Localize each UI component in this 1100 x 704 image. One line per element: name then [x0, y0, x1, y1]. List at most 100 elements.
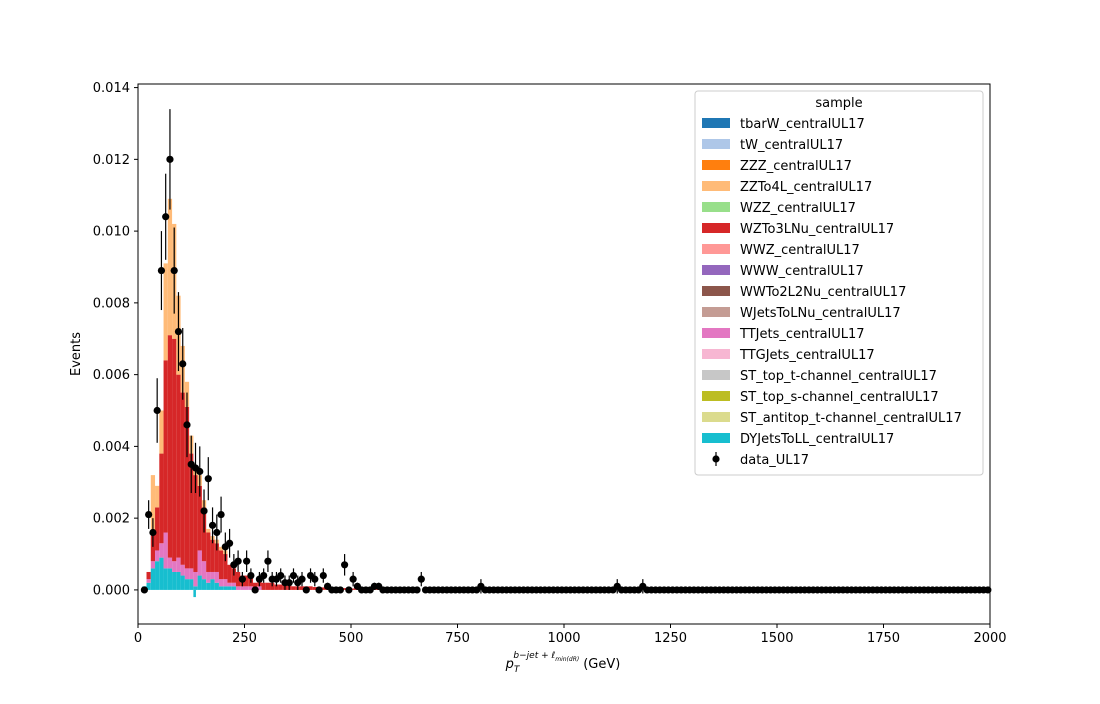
data-point [290, 572, 297, 579]
histogram-bar-tt [198, 550, 202, 575]
legend-swatch [702, 160, 730, 170]
histogram-bar-tt [240, 586, 244, 590]
histogram-bar-dy [198, 576, 202, 590]
data-point [205, 475, 212, 482]
data-point [145, 511, 152, 518]
histogram-bar-zz [159, 411, 163, 454]
histogram-bar-wz [164, 360, 168, 532]
y-axis-label: Events [69, 332, 84, 376]
x-tick-label: 0 [134, 631, 142, 646]
histogram-bar-dy-negative [193, 590, 196, 597]
x-axis-label: pTb−jet + ℓmin(dR)(GeV) [505, 651, 621, 675]
data-point [341, 561, 348, 568]
data-point [345, 586, 352, 593]
legend-swatch [702, 328, 730, 338]
histogram-bar-zz [164, 263, 168, 360]
y-tick-label: 0.012 [93, 153, 130, 168]
x-tick-label: 1500 [760, 631, 793, 646]
data-point [209, 522, 216, 529]
legend-entry-label: TTJets_centralUL17 [739, 327, 865, 342]
histogram-bar-dy [223, 586, 227, 590]
data-point [315, 586, 322, 593]
data-point [247, 572, 254, 579]
data-point [200, 507, 207, 514]
data-point [154, 407, 161, 414]
histogram-bar-tt [151, 561, 155, 568]
x-tick-label: 1000 [547, 631, 580, 646]
x-tick-label: 250 [232, 631, 257, 646]
histogram-bar-tt [219, 579, 223, 586]
histogram-bar-tt [236, 586, 240, 590]
data-point [473, 586, 480, 593]
legend-swatch [702, 349, 730, 359]
data-point [298, 576, 305, 583]
histogram-bar-tt [227, 583, 231, 587]
data-point [243, 558, 250, 565]
legend-title: sample [815, 96, 862, 111]
histogram-bar-tt [215, 572, 219, 583]
x-tick-label: 500 [339, 631, 364, 646]
x-label-sup-sub: min(dR) [555, 656, 579, 663]
histogram-bar-wz [159, 454, 163, 544]
data-point [175, 328, 182, 335]
data-point [239, 576, 246, 583]
histogram-bar-wz [266, 583, 270, 590]
data-point [217, 511, 224, 518]
legend-data-marker [712, 455, 719, 462]
histogram-bar-tt [164, 533, 168, 569]
histogram-bar-wz [210, 540, 214, 572]
histogram-bar-wz [168, 335, 172, 557]
histogram-bar-dy [168, 568, 172, 590]
legend-swatch [702, 244, 730, 254]
legend-entry-label: WWTo2L2Nu_centralUL17 [740, 285, 906, 300]
histogram-bar-tt [223, 579, 227, 586]
histogram-bar-dy [159, 558, 163, 590]
data-point [320, 572, 327, 579]
histogram-bar-dy [172, 572, 176, 590]
legend-swatch [702, 118, 730, 128]
histogram-bar-wz [172, 339, 176, 561]
data-point [141, 586, 148, 593]
data-point [337, 586, 344, 593]
legend-entry-label: tbarW_centralUL17 [740, 117, 865, 132]
histogram-bar-dy [227, 586, 231, 590]
histogram-bar-tt [202, 561, 206, 579]
histogram-bar-zz [206, 529, 210, 533]
histogram-bar-wz [176, 375, 180, 558]
histogram-bar-zz [168, 199, 172, 335]
histogram-bar-dy [164, 568, 168, 590]
histogram-bar-dy [155, 561, 159, 590]
data-point [609, 586, 616, 593]
histogram-bar-wz [291, 586, 295, 590]
histogram-bar-tt [193, 572, 197, 586]
legend-data-label: data_UL17 [740, 453, 809, 468]
histogram-bar-wz [227, 565, 231, 583]
histogram-bar-tt [206, 572, 210, 583]
data-point [311, 576, 318, 583]
data-point [162, 213, 169, 220]
histogram-bar-dy [219, 586, 223, 590]
legend-swatch [702, 265, 730, 275]
histogram-bar-tt [245, 586, 249, 590]
data-point [260, 572, 267, 579]
x-label-sup: b−jet + ℓ [513, 651, 555, 661]
data-point [149, 529, 156, 536]
histogram-bar-tt [210, 572, 214, 579]
x-tick-label: 750 [445, 631, 470, 646]
legend-swatch [702, 307, 730, 317]
data-point [179, 360, 186, 367]
legend-entry-label: TTGJets_centralUL17 [739, 348, 875, 363]
histogram-bar-wz [155, 507, 159, 550]
data-point [418, 576, 425, 583]
histogram-bar-tt [185, 568, 189, 579]
legend-entry-label: ZZZ_centralUL17 [740, 159, 852, 174]
legend-entry-label: WWZ_centralUL17 [740, 243, 860, 258]
histogram-bar-dy [215, 583, 219, 590]
y-tick-label: 0.010 [93, 225, 130, 240]
legend-entry-label: WZZ_centralUL17 [740, 201, 856, 216]
histogram-bar-wz [262, 583, 266, 590]
x-tick-label: 1250 [654, 631, 687, 646]
data-point [286, 579, 293, 586]
